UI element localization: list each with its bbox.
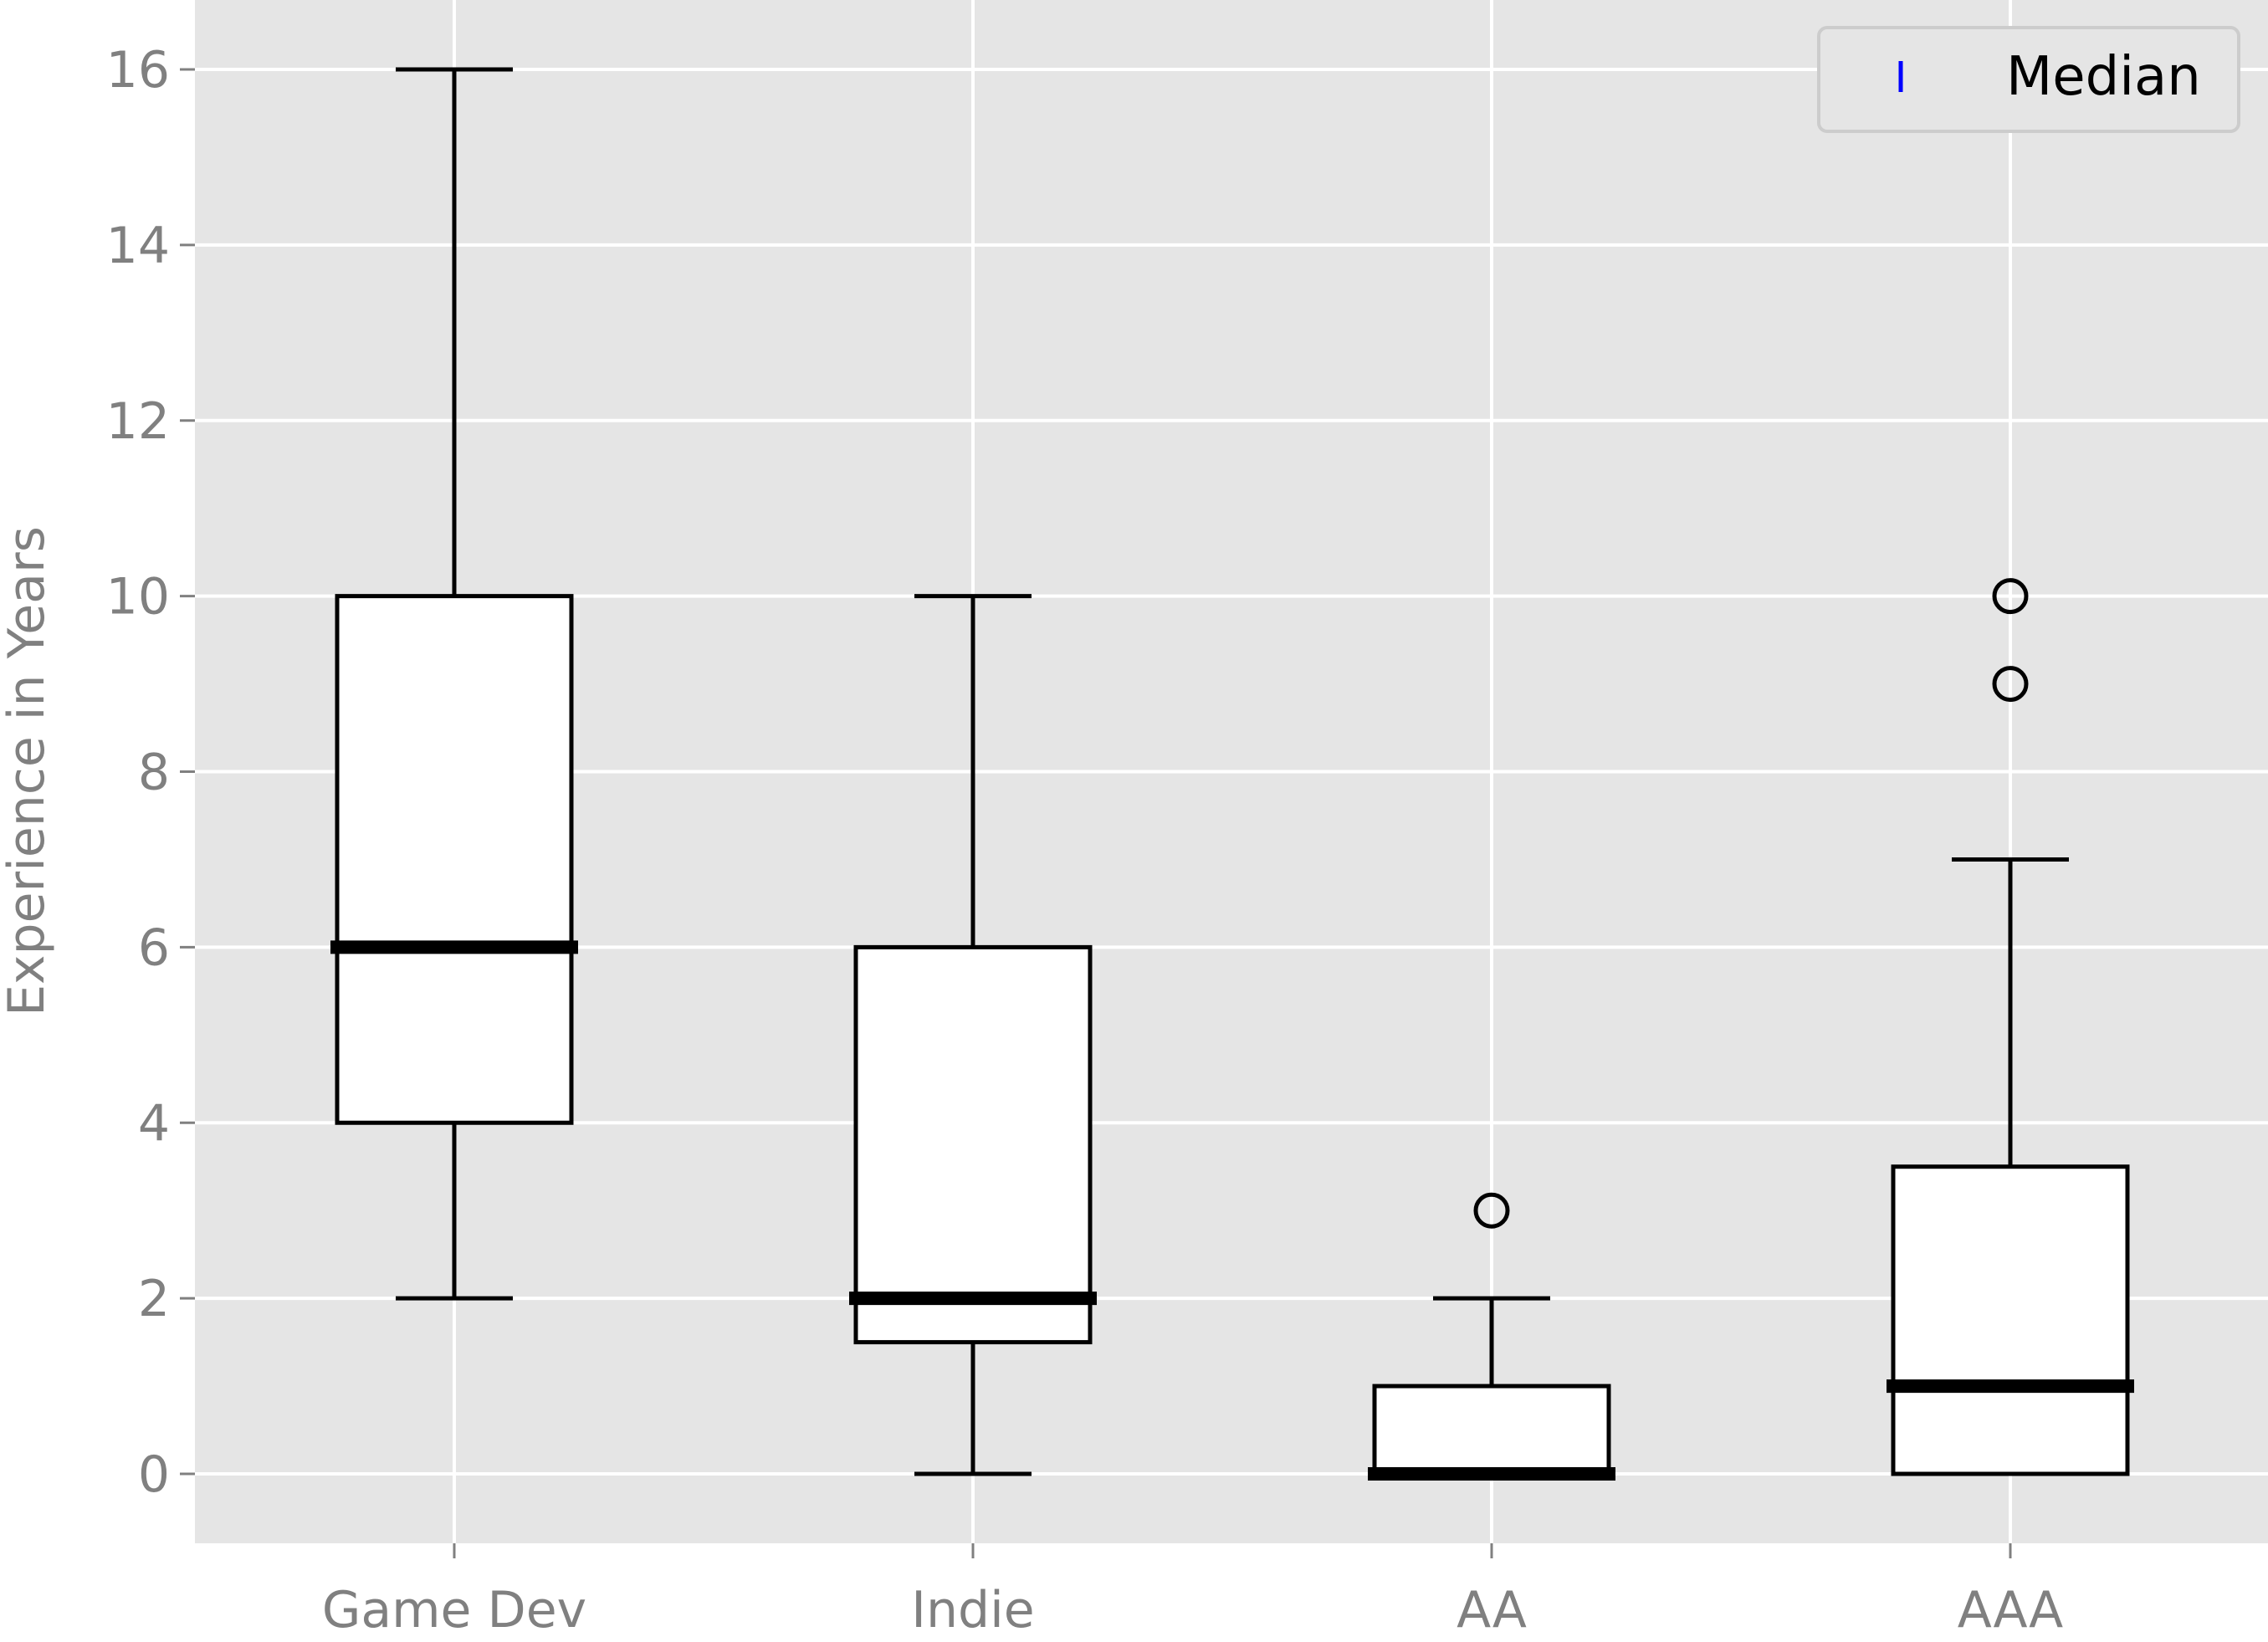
outlier-point-0 [1473,1192,1510,1229]
box-game-dev [330,67,578,1301]
x-tick-label-2: AA [1457,1581,1527,1639]
boxes [330,67,2134,1481]
box-indie [849,594,1097,1476]
legend-frame [1817,26,2240,133]
y-tick-label-2: 2 [138,1270,170,1328]
y-axis-ticks: 0 2 4 6 8 10 12 14 16 [106,41,195,1504]
box-body [853,944,1093,1345]
box-aa [1368,1192,1615,1481]
y-tick-label-6: 6 [138,918,170,977]
y-axis-label: Experience in Years [0,526,56,1016]
outlier-point-0 [1992,666,2029,703]
y-tick-label-16: 16 [106,41,170,100]
box-body [1372,1384,1611,1476]
y-tick-label-12: 12 [106,392,170,451]
legend: Median [1817,26,2240,133]
y-tick-label-8: 8 [138,744,170,802]
x-axis-ticks: Game Dev Indie AA AAA [322,1543,2063,1639]
outlier-point-1 [1992,578,2029,615]
x-tick-label-3: AAA [1958,1581,2063,1639]
y-tick-label-10: 10 [106,568,170,627]
box-aaa [1887,578,2134,1476]
legend-label-median: Median [2006,46,2201,108]
x-tick-label-1: Indie [911,1581,1034,1639]
y-tick-label-0: 0 [138,1445,170,1504]
y-tick-label-4: 4 [138,1094,170,1153]
box-body [335,594,574,1125]
box-body [1891,1164,2130,1476]
x-tick-label-0: Game Dev [322,1581,586,1639]
y-tick-label-14: 14 [106,217,170,275]
